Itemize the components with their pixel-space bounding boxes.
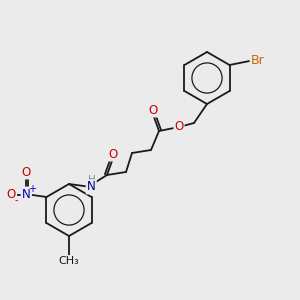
Text: +: +: [28, 184, 37, 194]
Text: O: O: [22, 166, 31, 178]
Text: -: -: [15, 195, 18, 205]
Text: H: H: [88, 175, 96, 185]
Text: O: O: [148, 103, 158, 116]
Text: N: N: [87, 181, 95, 194]
Text: CH₃: CH₃: [58, 256, 80, 266]
Text: O: O: [108, 148, 118, 160]
Text: O: O: [7, 188, 16, 200]
Text: N: N: [22, 188, 31, 200]
Text: O: O: [174, 121, 184, 134]
Text: Br: Br: [250, 53, 264, 67]
